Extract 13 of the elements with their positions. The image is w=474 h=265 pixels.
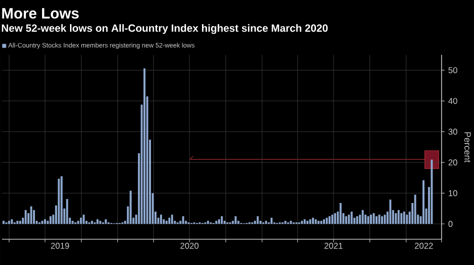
y-tick-label: 10	[448, 190, 458, 196]
y-axis-title: Percent	[464, 132, 471, 162]
x-tick-label: 2022	[414, 242, 433, 249]
y-tick-label: 50	[448, 67, 458, 74]
chart-subtitle: New 52-week lows on All-Country Index highest since March 2020	[2, 24, 328, 34]
y-tick-label: 30	[448, 128, 458, 135]
chart-title: More Lows	[2, 8, 79, 19]
y-tick-label: 20	[448, 159, 458, 166]
y-tick-label: 40	[448, 98, 458, 104]
x-tick-label: 2021	[324, 242, 343, 249]
y-tick-label: 0	[448, 220, 453, 227]
x-tick-label: 2020	[180, 242, 199, 249]
x-tick-label: 2019	[51, 242, 70, 249]
